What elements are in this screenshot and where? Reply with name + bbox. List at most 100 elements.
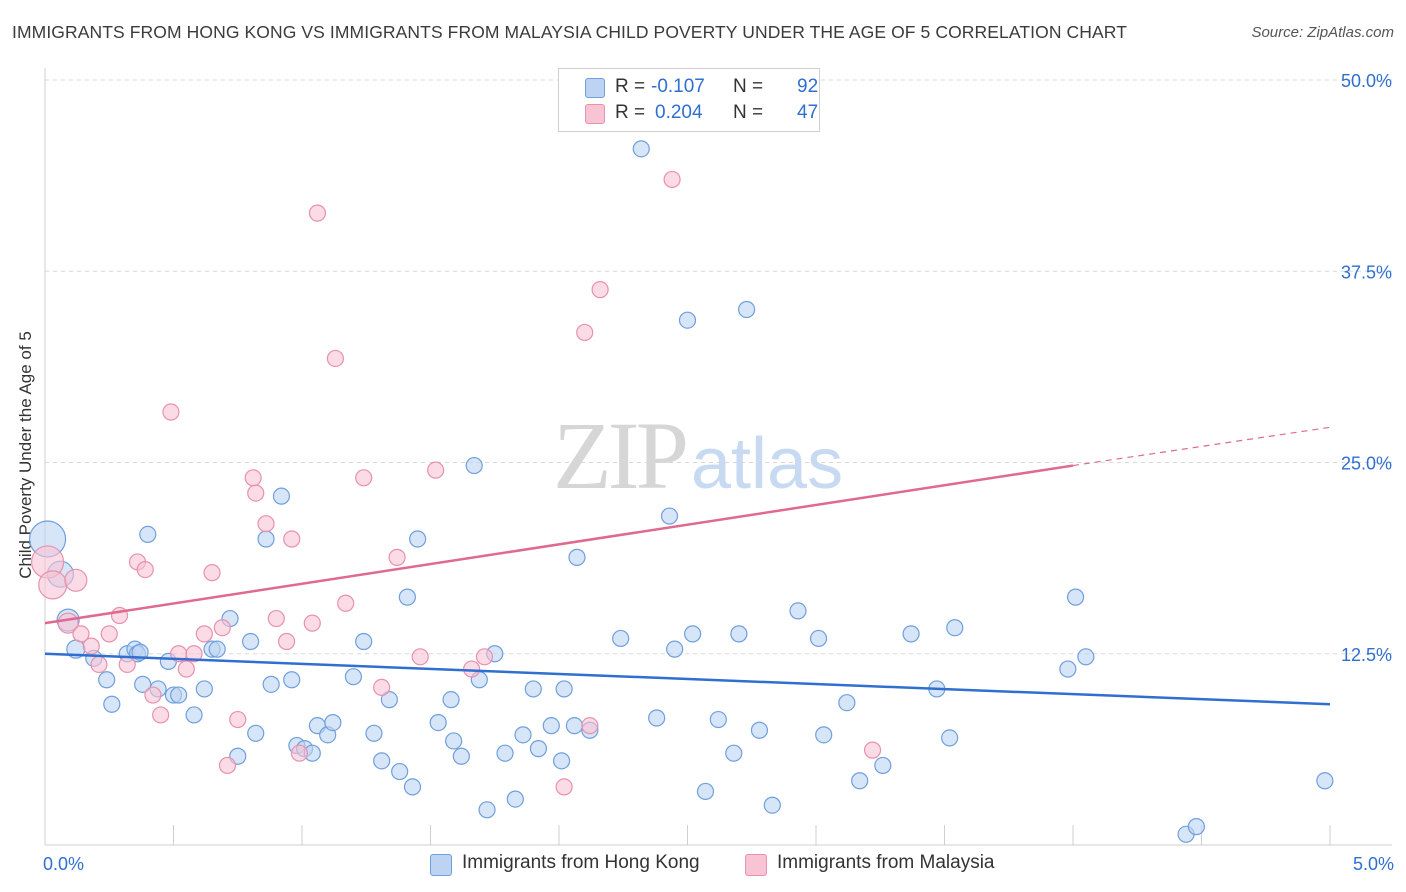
hong-kong-point (542, 717, 560, 735)
legend-r-value: 0.204 (655, 102, 703, 123)
hong-kong-point (809, 629, 828, 648)
legend-swatch-hong-kong (585, 78, 605, 98)
malaysia-point (303, 614, 321, 632)
malaysia-point (326, 349, 345, 368)
hong-kong-point (750, 721, 769, 739)
x-tick-label: 5.0% (1353, 854, 1394, 874)
hong-kong-point (789, 602, 807, 620)
hong-kong-trend-line (44, 652, 1331, 706)
malaysia-point (38, 570, 68, 600)
malaysia-point (576, 323, 594, 342)
hong-kong-point (1066, 588, 1085, 606)
hong-kong-point (838, 694, 856, 712)
hong-kong-point (398, 588, 416, 606)
malaysia-point (82, 637, 100, 655)
bottom-legend-hong-kong: Immigrants from Hong Kong (430, 852, 730, 876)
malaysia-point (195, 625, 213, 643)
malaysia-point (218, 756, 237, 775)
malaysia-point (277, 632, 296, 651)
hong-kong-point (139, 525, 157, 544)
correlation-legend: R = -0.107 N = 92 R = 0.204 N = 47 (558, 68, 820, 132)
hong-kong-point (565, 717, 584, 735)
hong-kong-point (738, 300, 756, 319)
y-tick-label: 37.5% (1341, 262, 1392, 282)
watermark: ZIPatlas (553, 400, 843, 511)
hong-kong-point (442, 691, 460, 709)
legend-n-value: 47 (797, 102, 819, 123)
malaysia-point (267, 609, 285, 628)
y-tick-label: 50.0% (1341, 71, 1392, 91)
malaysia-point (136, 560, 154, 579)
hong-kong-point (403, 778, 422, 796)
hong-kong-point (98, 671, 116, 689)
bottom-legend-swatch-hong-kong (430, 854, 452, 876)
hong-kong-point (170, 686, 188, 704)
malaysia-point (337, 594, 355, 612)
malaysia-point (355, 469, 373, 487)
hong-kong-point (257, 530, 275, 548)
hong-kong-point (514, 726, 532, 744)
malaysia-point (144, 686, 162, 704)
legend-swatch-malaysia (585, 104, 605, 124)
malaysia-point (411, 648, 429, 666)
malaysia-point (283, 530, 301, 548)
malaysia-point (257, 515, 275, 533)
malaysia-point (72, 625, 90, 643)
malaysia-point (100, 625, 118, 643)
hong-kong-point (612, 629, 630, 648)
legend-r-label: R = (615, 76, 646, 97)
malaysia-trend-extension (1072, 426, 1331, 467)
bottom-legend-label-malaysia: Immigrants from Malaysia (777, 852, 995, 873)
malaysia-point (185, 645, 203, 663)
hong-kong-point (529, 740, 548, 758)
hong-kong-point (696, 782, 715, 801)
hong-kong-point (730, 625, 748, 643)
hong-kong-point (709, 710, 727, 729)
malaysia-point (591, 281, 609, 299)
hong-kong-point (208, 640, 226, 658)
hong-kong-point (660, 507, 679, 525)
hong-kong-point (555, 680, 573, 698)
hong-kong-point (648, 709, 666, 727)
hong-kong-point (380, 691, 398, 709)
hong-kong-point (496, 744, 514, 762)
legend-r-value: -0.107 (651, 76, 705, 97)
bottom-legend-malaysia: Immigrants from Malaysia (745, 852, 1045, 876)
hong-kong-point (941, 729, 959, 747)
hong-kong-point (324, 713, 342, 732)
legend-n-label: N = (733, 76, 764, 97)
legend-r-label: R = (615, 102, 646, 123)
hong-kong-point (344, 668, 362, 686)
hong-kong-point (103, 695, 121, 713)
chart-source: Source: ZipAtlas.com (1251, 24, 1394, 41)
hong-kong-point (902, 625, 920, 643)
hong-kong-point (946, 619, 964, 637)
hong-kong-point (524, 680, 542, 698)
hong-kong-point (445, 732, 463, 750)
malaysia-point (162, 403, 180, 421)
malaysia-point (152, 706, 170, 724)
hong-kong-point (763, 796, 781, 814)
hong-kong-point (242, 632, 260, 651)
hong-kong-point (684, 625, 702, 643)
malaysia-point (308, 204, 327, 222)
malaysia-point (863, 741, 882, 759)
hong-kong-point (429, 713, 447, 732)
hong-kong-point (247, 724, 265, 742)
y-tick-label: 25.0% (1341, 454, 1392, 474)
bottom-legend-swatch-malaysia (745, 854, 767, 876)
malaysia-point (290, 744, 309, 762)
malaysia-point (244, 469, 262, 487)
hong-kong-point (478, 801, 496, 819)
hong-kong-point (1077, 648, 1095, 666)
malaysia-point (90, 655, 108, 674)
malaysia-point (373, 678, 391, 697)
malaysia-trend-line (44, 464, 1074, 625)
malaysia-point (663, 170, 681, 189)
hong-kong-point (678, 311, 697, 329)
hong-kong-point (1059, 660, 1077, 678)
hong-kong-point (134, 675, 152, 693)
hong-kong-point (552, 752, 571, 770)
hong-kong-point (568, 548, 586, 566)
hong-kong-point (409, 530, 427, 548)
